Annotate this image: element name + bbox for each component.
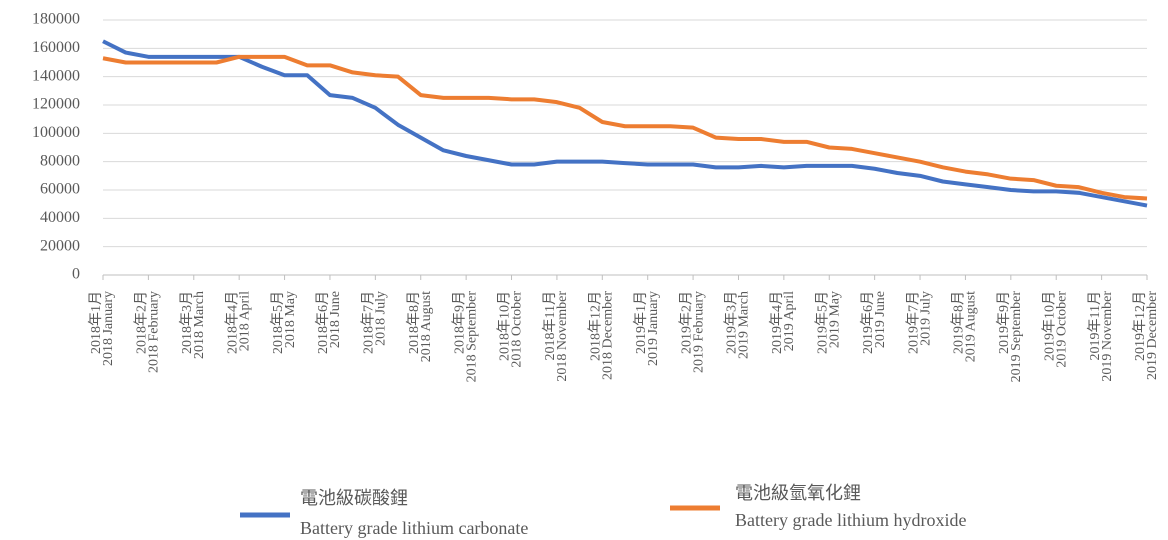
- x-tick-label: 2019 May: [827, 291, 842, 348]
- y-tick-label: 20000: [40, 237, 80, 254]
- y-tick-label: 0: [72, 266, 80, 283]
- x-tick-label: 2019年2月: [678, 291, 694, 354]
- x-tick-label: 2018 December: [601, 291, 616, 380]
- x-tick-label: 2019 February: [691, 291, 706, 373]
- x-tick-label: 2018年3月: [179, 291, 195, 354]
- x-tick-label: 2018年9月: [451, 291, 467, 354]
- x-tick-label: 2019 January: [646, 291, 661, 366]
- x-tick-label: 2018 June: [328, 291, 343, 348]
- x-tick-label: 2019年7月: [905, 291, 921, 354]
- x-tick-label: 2019 November: [1100, 291, 1115, 382]
- x-tick-label: 2019年10月: [1041, 291, 1057, 361]
- x-tick-label: 2018 September: [464, 291, 479, 383]
- x-tick-label: 2019年11月: [1087, 291, 1103, 360]
- x-tick-label: 2019 July: [918, 291, 933, 346]
- legend-label: 電池級碳酸鋰: [300, 488, 408, 508]
- legend-label: Battery grade lithium carbonate: [300, 518, 528, 538]
- x-tick-label: 2018 January: [101, 291, 116, 366]
- x-tick-label: 2019 October: [1054, 291, 1069, 368]
- x-tick-label: 2018 March: [192, 291, 207, 359]
- x-tick-label: 2019 June: [873, 291, 888, 348]
- x-tick-label: 2019年5月: [814, 291, 830, 354]
- x-tick-label: 2018年10月: [497, 291, 513, 361]
- x-tick-label: 2019年9月: [996, 291, 1012, 354]
- x-tick-label: 2018 May: [283, 291, 298, 348]
- x-tick-label: 2018 August: [419, 291, 434, 362]
- x-tick-label: 2018 July: [374, 291, 389, 346]
- y-tick-label: 180000: [32, 11, 80, 28]
- legend-label: 電池級氫氧化鋰: [735, 483, 861, 503]
- x-tick-label: 2019 April: [782, 291, 797, 351]
- x-tick-label: 2019年3月: [724, 291, 740, 354]
- y-tick-label: 60000: [40, 181, 80, 198]
- x-tick-label: 2019 December: [1145, 291, 1160, 380]
- y-tick-label: 100000: [32, 124, 80, 141]
- series-line: [102, 39, 1148, 208]
- x-tick-label: 2019年6月: [860, 291, 876, 354]
- x-tick-label: 2019 March: [737, 291, 752, 359]
- x-tick-label: 2018年11月: [542, 291, 558, 360]
- y-tick-label: 160000: [32, 39, 80, 56]
- x-tick-label: 2019 September: [1009, 291, 1024, 383]
- x-tick-label: 2018年7月: [361, 291, 377, 354]
- x-tick-label: 2018 November: [555, 291, 570, 382]
- legend-label: Battery grade lithium hydroxide: [735, 510, 966, 530]
- x-tick-label: 2018 February: [147, 291, 162, 373]
- x-tick-label: 2018年2月: [134, 291, 150, 354]
- x-tick-label: 2019年12月: [1132, 291, 1148, 361]
- x-tick-label: 2018 October: [510, 291, 525, 368]
- x-tick-label: 2018年8月: [406, 291, 422, 354]
- x-tick-label: 2018年5月: [270, 291, 286, 354]
- y-tick-label: 140000: [32, 67, 80, 84]
- series-line: [102, 54, 1148, 201]
- x-tick-label: 2018 April: [237, 291, 252, 351]
- x-tick-label: 2019 August: [964, 291, 979, 362]
- x-tick-label: 2018年6月: [315, 291, 331, 354]
- y-tick-label: 80000: [40, 152, 80, 169]
- x-tick-label: 2019年8月: [951, 291, 967, 354]
- x-tick-label: 2018年12月: [588, 291, 604, 361]
- x-tick-label: 2018年4月: [224, 291, 240, 354]
- x-tick-label: 2018年1月: [88, 291, 104, 354]
- y-tick-label: 120000: [32, 96, 80, 113]
- x-tick-label: 2019年4月: [769, 291, 785, 354]
- x-tick-label: 2019年1月: [633, 291, 649, 354]
- y-tick-label: 40000: [40, 209, 80, 226]
